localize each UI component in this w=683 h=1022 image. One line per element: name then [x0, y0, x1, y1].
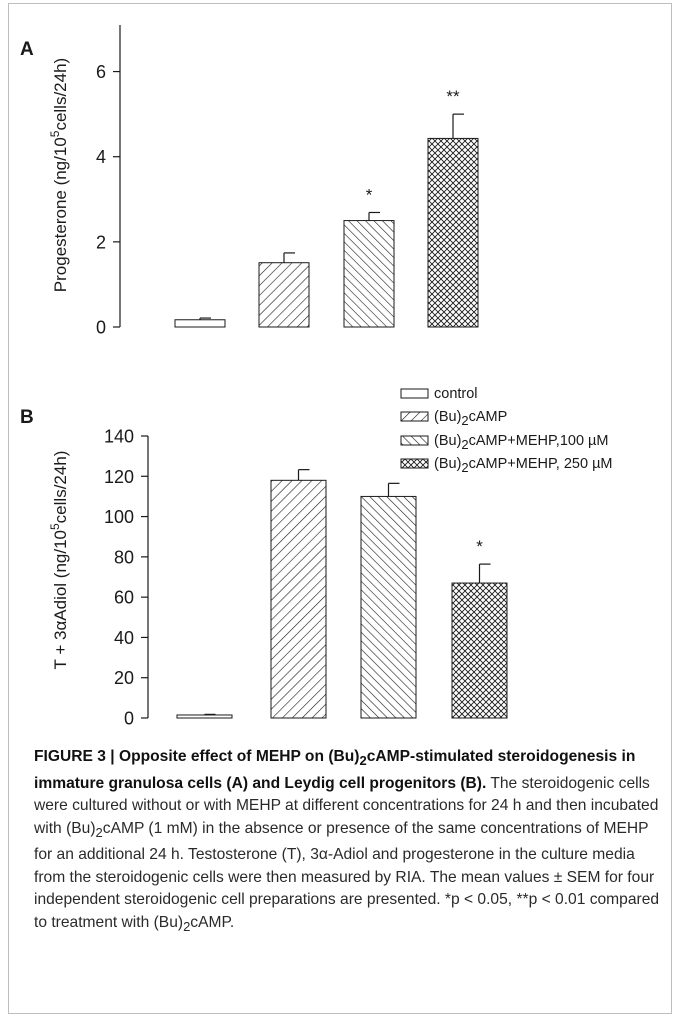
caption-title: FIGURE 3 | Opposite effect of MEHP on (B…: [34, 748, 636, 792]
bar-a-3: [343, 220, 395, 328]
legend-label: (Bu)2cAMP+MEHP, 250 µM: [434, 456, 613, 475]
bar-a-4: [427, 137, 479, 328]
bar-b-3: [360, 495, 417, 719]
legend-item-mehp-100: (Bu)2cAMP+MEHP,100 µM: [400, 433, 609, 452]
y-tick-label: 100: [104, 507, 134, 527]
significance-marker: *: [476, 537, 483, 556]
y-tick-label: 0: [124, 709, 134, 729]
panel-a-ylabel: Progesterone (ng/105cells/24h): [48, 58, 70, 292]
legend-label: (Bu)2cAMP+MEHP,100 µM: [434, 433, 609, 452]
figure-caption: FIGURE 3 | Opposite effect of MEHP on (B…: [34, 746, 662, 938]
panel-b: B T + 3αAdiol (ng/105cells/24h) 0 20 40 60 8…: [20, 386, 613, 729]
bar-a-1: [174, 319, 226, 328]
y-tick-label: 120: [104, 467, 134, 487]
y-tick-label: 40: [114, 628, 134, 648]
significance-marker: **: [446, 87, 460, 106]
y-tick-label: 4: [96, 147, 106, 167]
y-tick-label: 20: [114, 668, 134, 688]
legend-label: (Bu)2cAMP: [434, 409, 507, 428]
legend-item-mehp-250: (Bu)2cAMP+MEHP, 250 µM: [400, 456, 613, 475]
legend: control (Bu)2cAMP (Bu)2cAMP+MEHP,100 µM …: [400, 386, 613, 475]
y-tick-label: 80: [114, 547, 134, 567]
legend-item-bu2camp: (Bu)2cAMP: [400, 409, 507, 428]
y-tick-label: 6: [96, 62, 106, 82]
bar-a-2: [258, 262, 310, 328]
figure-frame: [8, 3, 672, 1014]
panel-b-label: B: [20, 407, 34, 428]
legend-item-control: control: [400, 386, 478, 402]
bar-b-4: [451, 582, 508, 719]
panel-a-label: A: [20, 39, 34, 60]
y-tick-label: 2: [96, 232, 106, 252]
bar-b-1: [176, 714, 233, 719]
panel-b-ylabel: T + 3αAdiol (ng/105cells/24h): [48, 451, 70, 670]
legend-label: control: [434, 386, 478, 402]
y-tick-label: 0: [96, 318, 106, 338]
bar-b-2: [270, 479, 327, 719]
y-tick-label: 60: [114, 588, 134, 608]
significance-marker: *: [366, 185, 373, 204]
caption-body: The steroidogenic cells were cultured wi…: [34, 774, 660, 934]
y-tick-label: 140: [104, 427, 134, 447]
